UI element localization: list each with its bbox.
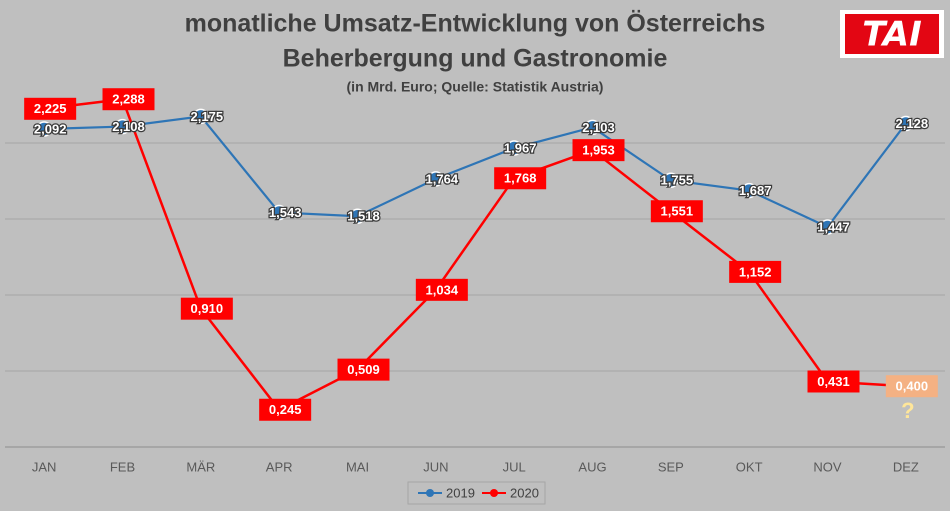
marker [819,219,836,235]
x-tick-label: MÄR [186,459,215,474]
annotation: ? [901,398,914,423]
data-label-box [885,375,938,398]
data-label: 1,764 [426,171,459,186]
x-tick-label: JUN [423,459,448,474]
marker [193,108,209,125]
data-label: 1,755 [661,173,694,188]
data-label-box [494,167,547,190]
data-label-box [807,370,860,393]
logo: TAI [862,15,922,55]
data-label: 1,034 [426,282,459,297]
data-label-box [415,278,468,301]
data-label: 2,225 [34,101,67,116]
marker [506,140,522,156]
x-tick-label: APR [266,459,293,474]
data-label-box [337,358,390,381]
marker [349,208,366,225]
chart-subtitle: Beherbergung und Gastronomie [283,45,668,73]
data-label-box [102,88,155,111]
marker [898,115,914,132]
series-line [44,97,906,412]
data-label: 1,447 [817,219,850,234]
x-tick-label: MAI [346,459,369,474]
data-label: 2,103 [582,120,615,135]
data-label: 2,128 [896,116,929,131]
data-label: 2,288 [112,92,145,107]
data-label: 0,910 [191,301,224,316]
data-label: 1,967 [504,140,537,155]
data-label-box [180,297,233,320]
x-tick-label: FEB [110,459,135,474]
data-label: 1,543 [269,205,302,220]
legend-label: 2020 [510,485,539,500]
x-tick-label: AUG [578,459,606,474]
chart-title: monatliche Umsatz-Entwicklung von Österr… [185,9,766,38]
marker [663,172,679,188]
chart-note: (in Mrd. Euro; Quelle: Statistik Austria… [347,79,604,95]
data-label: 2,175 [191,109,224,124]
marker [741,182,757,199]
data-label: 1,687 [739,183,772,198]
x-tick-label: JAN [32,459,57,474]
legend-box [407,481,546,505]
data-label: 2,092 [34,121,67,136]
data-label-box [729,260,782,283]
marker [584,119,601,136]
legend-marker [426,489,434,497]
data-label: 1,768 [504,171,537,186]
x-tick-label: DEZ [893,459,919,474]
data-label: 0,509 [347,362,380,377]
data-label: 1,152 [739,264,772,279]
marker [114,118,131,135]
marker [428,171,444,187]
data-label: 2,108 [112,119,145,134]
data-label: 1,953 [582,143,615,158]
series-line [44,115,907,229]
logo-block [845,14,939,54]
data-label: 1,518 [347,209,380,224]
data-label-box [650,200,703,223]
legend-marker [490,489,498,497]
data-label: 0,431 [817,374,850,389]
data-label: 0,245 [269,402,302,417]
legend-label: 2019 [446,485,475,500]
data-label: 1,551 [661,204,694,219]
marker [36,121,52,137]
x-tick-label: OKT [736,459,763,474]
x-tick-label: SEP [658,459,684,474]
data-label-box [259,398,312,421]
data-label-box [572,139,625,162]
x-tick-label: JUL [503,459,526,474]
marker [271,204,287,221]
data-label: 0,400 [896,379,929,394]
data-label-box [24,97,77,120]
x-tick-label: NOV [813,459,842,474]
